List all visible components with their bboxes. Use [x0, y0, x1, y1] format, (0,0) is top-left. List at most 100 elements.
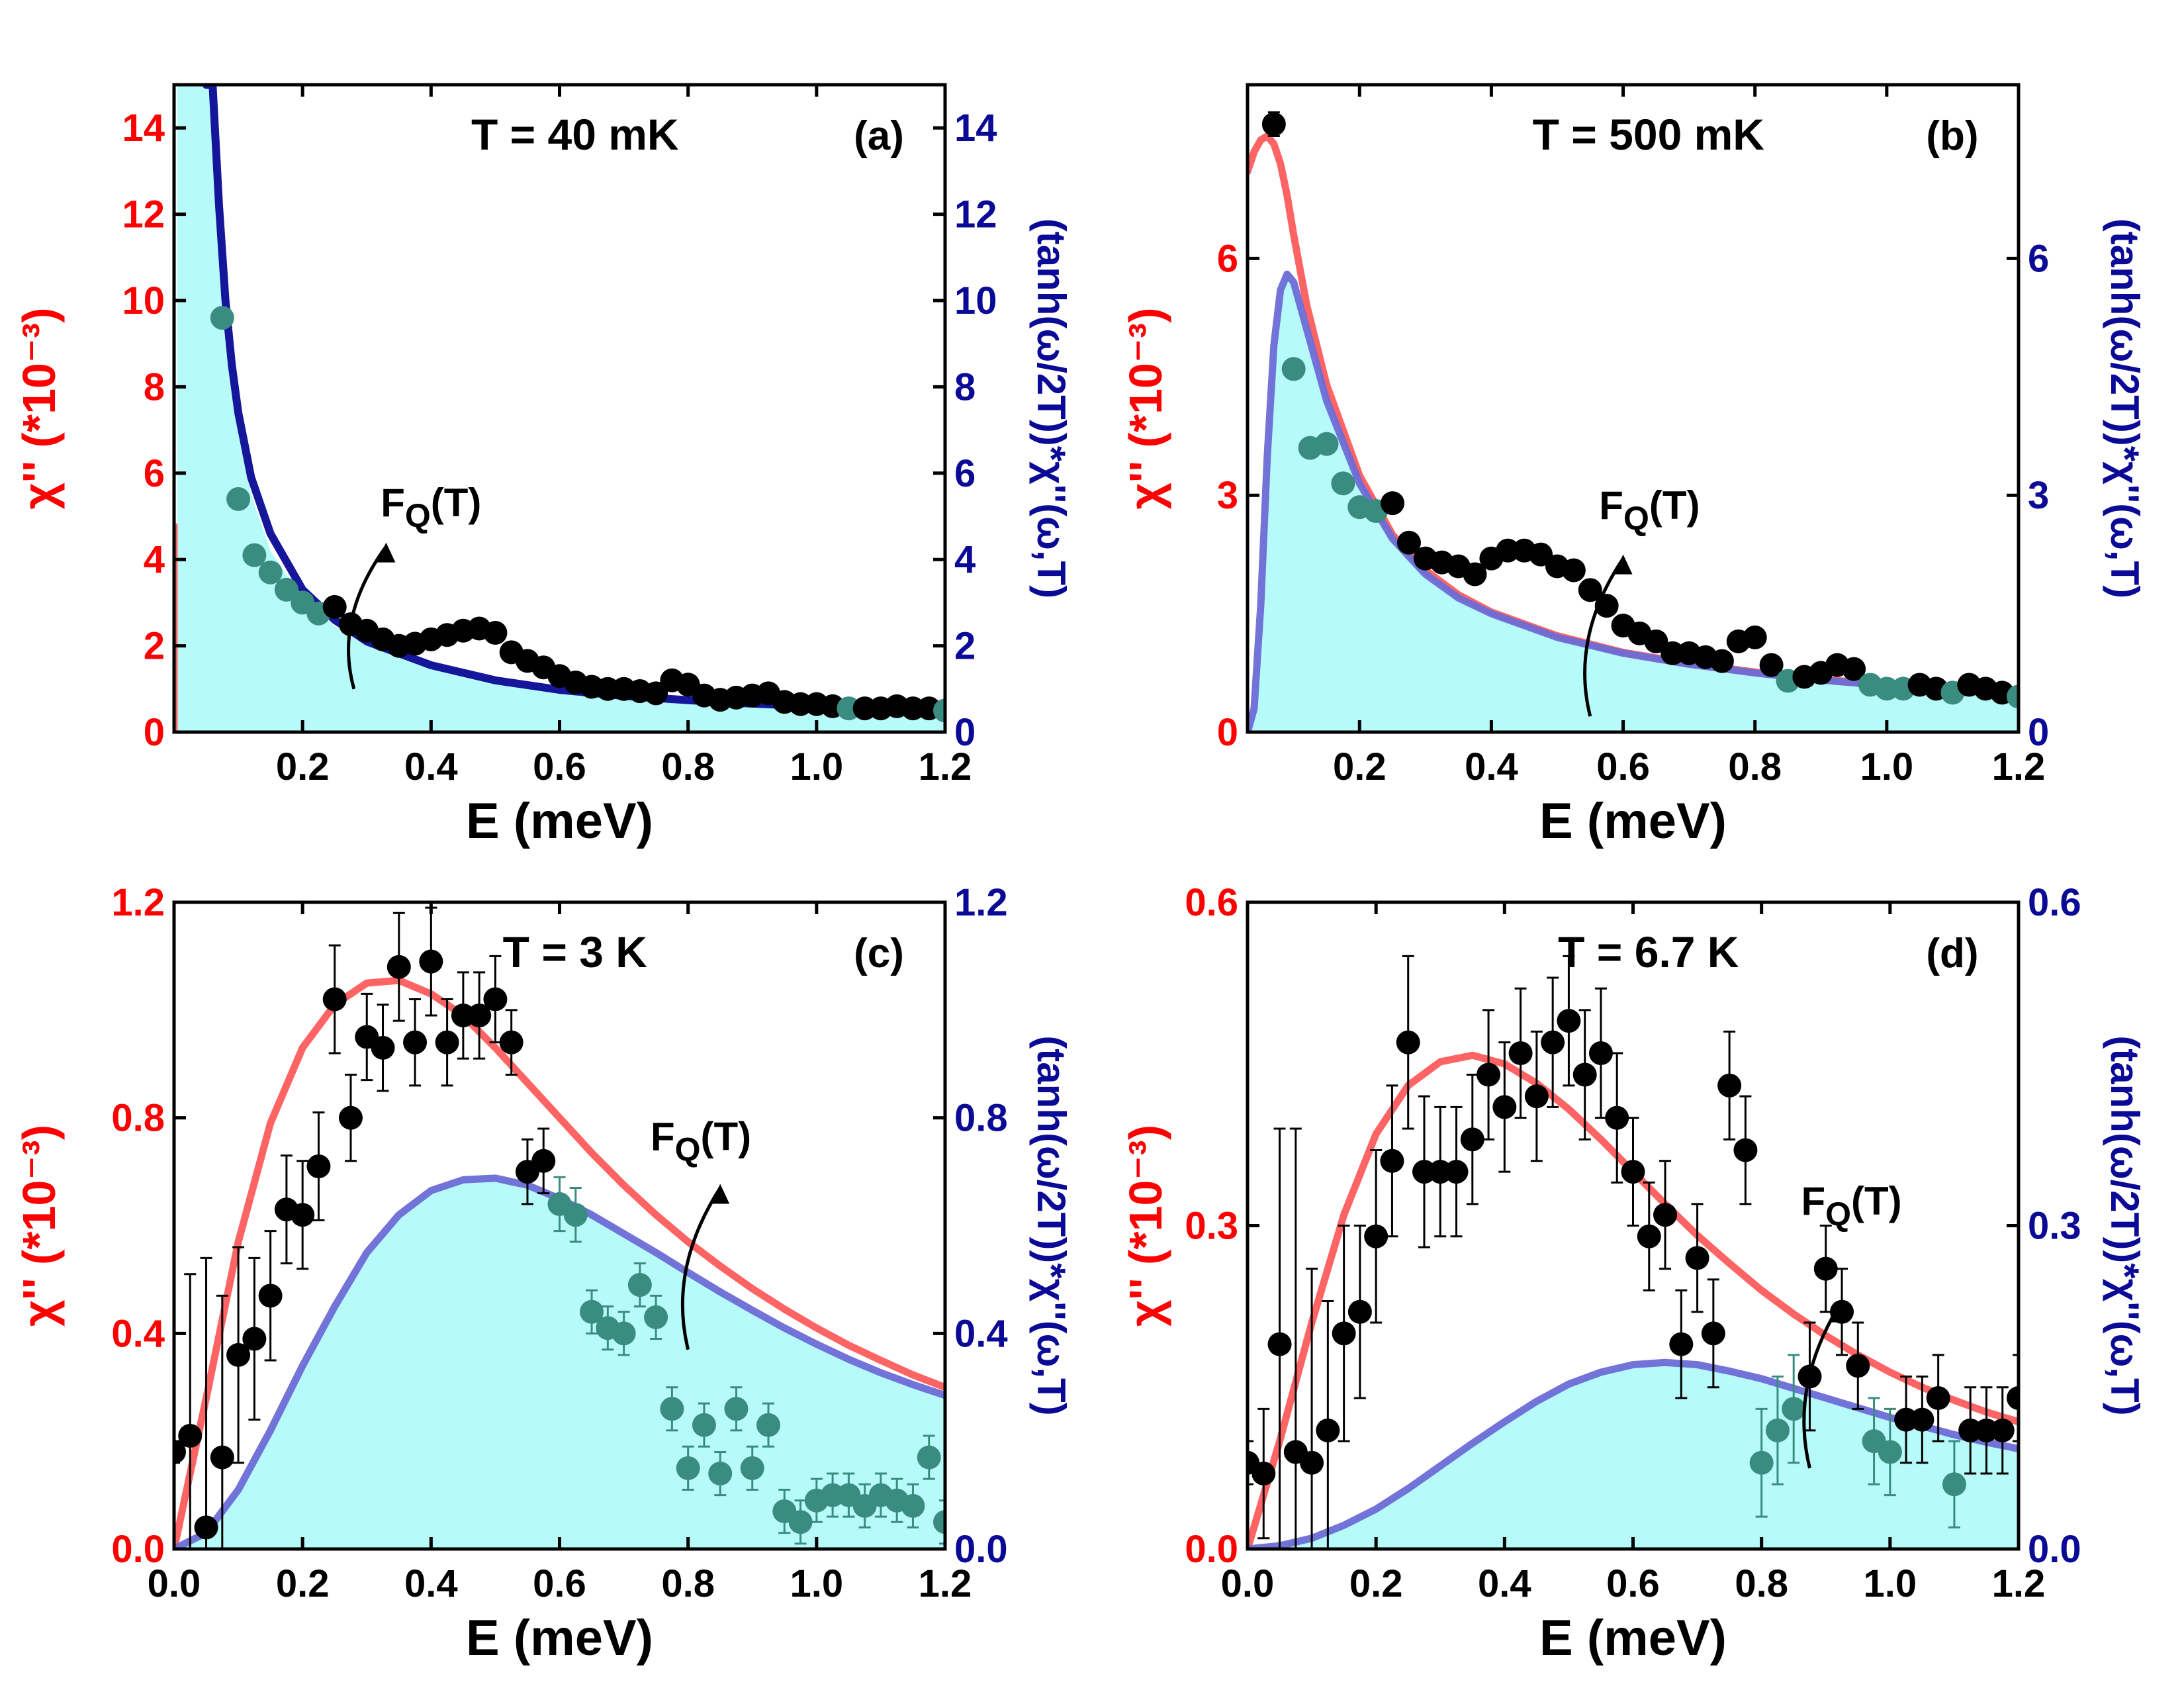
y-tick-label-left: 0.3: [1185, 1205, 1238, 1248]
data-point: [1878, 1440, 1902, 1464]
x-tick-label: 0.6: [533, 1562, 586, 1605]
data-point: [174, 1440, 186, 1464]
data-point: [644, 1305, 668, 1329]
data-point: [403, 1030, 428, 1055]
y-tick-label-right: 3: [2028, 474, 2049, 517]
data-point: [612, 1321, 636, 1346]
data-point: [1717, 1073, 1742, 1098]
data-point: [1347, 1299, 1372, 1324]
data-point: [1661, 641, 1685, 665]
y-tick-label-left: 0.0: [111, 1528, 165, 1571]
y-tick-label-right: 0.8: [954, 1097, 1008, 1140]
data-point: [1605, 1105, 1629, 1130]
data-point: [1733, 1138, 1758, 1162]
panel-label: (b): [1926, 113, 1978, 159]
x-tick-label: 0.8: [1735, 1562, 1788, 1605]
y-tick-label-right: 0.0: [954, 1528, 1008, 1571]
data-point: [226, 487, 251, 511]
plot-area: [1248, 955, 2019, 1549]
x-tick-label: 1.2: [1992, 745, 2046, 788]
y-axis-label-right: (tanh(ω/2T))*χ''(ω,T): [1029, 1035, 1073, 1415]
data-point: [1541, 1030, 1565, 1055]
panel-d: 0.0 0.2 0.4 0.6 0.8 1.0 1.2E (meV)0.0 0.00.3 0.3…: [1120, 881, 2147, 1666]
plot-area: [1248, 111, 2019, 732]
data-point: [1765, 1418, 1790, 1442]
y-tick-label-right: 0.3: [2028, 1205, 2081, 1248]
data-point: [1396, 1030, 1420, 1055]
data-point: [580, 1299, 604, 1324]
data-point: [1588, 1041, 1613, 1065]
data-point: [788, 1510, 813, 1534]
data-point: [1561, 558, 1586, 583]
data-point: [660, 1397, 684, 1421]
fq-label-t: (T): [1851, 1179, 1902, 1223]
y-tick-label-right: 6: [954, 452, 976, 495]
data-point: [1701, 1321, 1725, 1346]
fq-label: FQ(T): [1599, 483, 1700, 537]
data-point: [499, 1030, 523, 1055]
data-point: [371, 1035, 395, 1060]
panel-b: 0.2 0.4 0.6 0.8 1.0 1.2 E (meV) 0 0 3 3 6 6 χ'' (*10⁻…: [1120, 83, 2147, 849]
fq-arrow-line: [1583, 557, 1625, 717]
data-point: [627, 1273, 652, 1297]
fq-label: FQ(T): [1801, 1179, 1901, 1233]
x-tick-label: 0.2: [1333, 745, 1387, 788]
y-tick-label-left: 0.4: [111, 1312, 165, 1355]
data-point: [1529, 542, 1553, 567]
data-point: [708, 1462, 733, 1486]
x-tick-label: 0.2: [1349, 1562, 1403, 1605]
data-point: [210, 1445, 234, 1470]
y-tick-label-right: 10: [954, 279, 997, 322]
data-point: [1492, 1095, 1517, 1119]
fq-label-q: Q: [675, 1131, 701, 1168]
plot-area: [174, 85, 945, 732]
y-tick-label-right: 0: [954, 711, 976, 754]
curve-line: [174, 976, 945, 1549]
data-point: [901, 1493, 925, 1518]
panel-title: T = 6.7 K: [1558, 927, 1739, 976]
y-tick-label-right: 0: [2028, 711, 2049, 754]
x-axis-label: E (meV): [1539, 793, 1727, 849]
y-tick-label-left: 1.2: [111, 881, 165, 924]
y-tick-label-left: 10: [122, 279, 165, 322]
data-point: [933, 1510, 945, 1534]
x-tick-label: 1.0: [790, 745, 844, 788]
x-tick-label: 0.8: [1728, 745, 1782, 788]
fq-label: FQ(T): [381, 481, 481, 534]
data-point: [387, 955, 411, 979]
data-point: [322, 987, 347, 1011]
data-point: [1267, 1332, 1292, 1356]
data-point: [419, 949, 443, 974]
data-point: [1942, 1472, 1966, 1497]
y-axis-label-left: χ'' (*10⁻³): [13, 1125, 65, 1327]
y-tick-label-right: 4: [954, 538, 976, 581]
data-point: [1572, 1062, 1597, 1087]
data-point: [1910, 1407, 1934, 1432]
data-point: [1709, 649, 1734, 673]
fq-fill-area: [1248, 274, 2019, 732]
data-point: [1316, 1418, 1340, 1442]
data-point: [933, 698, 945, 723]
fq-label-t: (T): [431, 481, 482, 525]
data-point: [531, 1149, 556, 1173]
x-tick-label: 0.4: [404, 745, 458, 788]
data-point: [563, 1203, 588, 1227]
data-point: [676, 1456, 700, 1480]
data-point: [178, 1424, 203, 1448]
data-point: [306, 1154, 331, 1178]
data-point: [1813, 1256, 1838, 1281]
data-point: [1477, 1062, 1501, 1087]
y-tick-label-right: 2: [954, 625, 976, 668]
x-tick-label: 0.6: [1606, 1562, 1660, 1605]
y-tick-label-left: 12: [122, 193, 165, 236]
panel-title: T = 40 mK: [471, 110, 679, 159]
y-tick-label-left: 8: [144, 365, 165, 408]
data-point: [1749, 1450, 1774, 1475]
fq-arrow-head: [1614, 554, 1633, 575]
data-point: [1261, 112, 1286, 136]
y-tick-label-left: 14: [122, 107, 165, 150]
data-point: [1524, 1084, 1549, 1109]
data-point: [258, 560, 283, 585]
data-point: [1759, 653, 1784, 677]
